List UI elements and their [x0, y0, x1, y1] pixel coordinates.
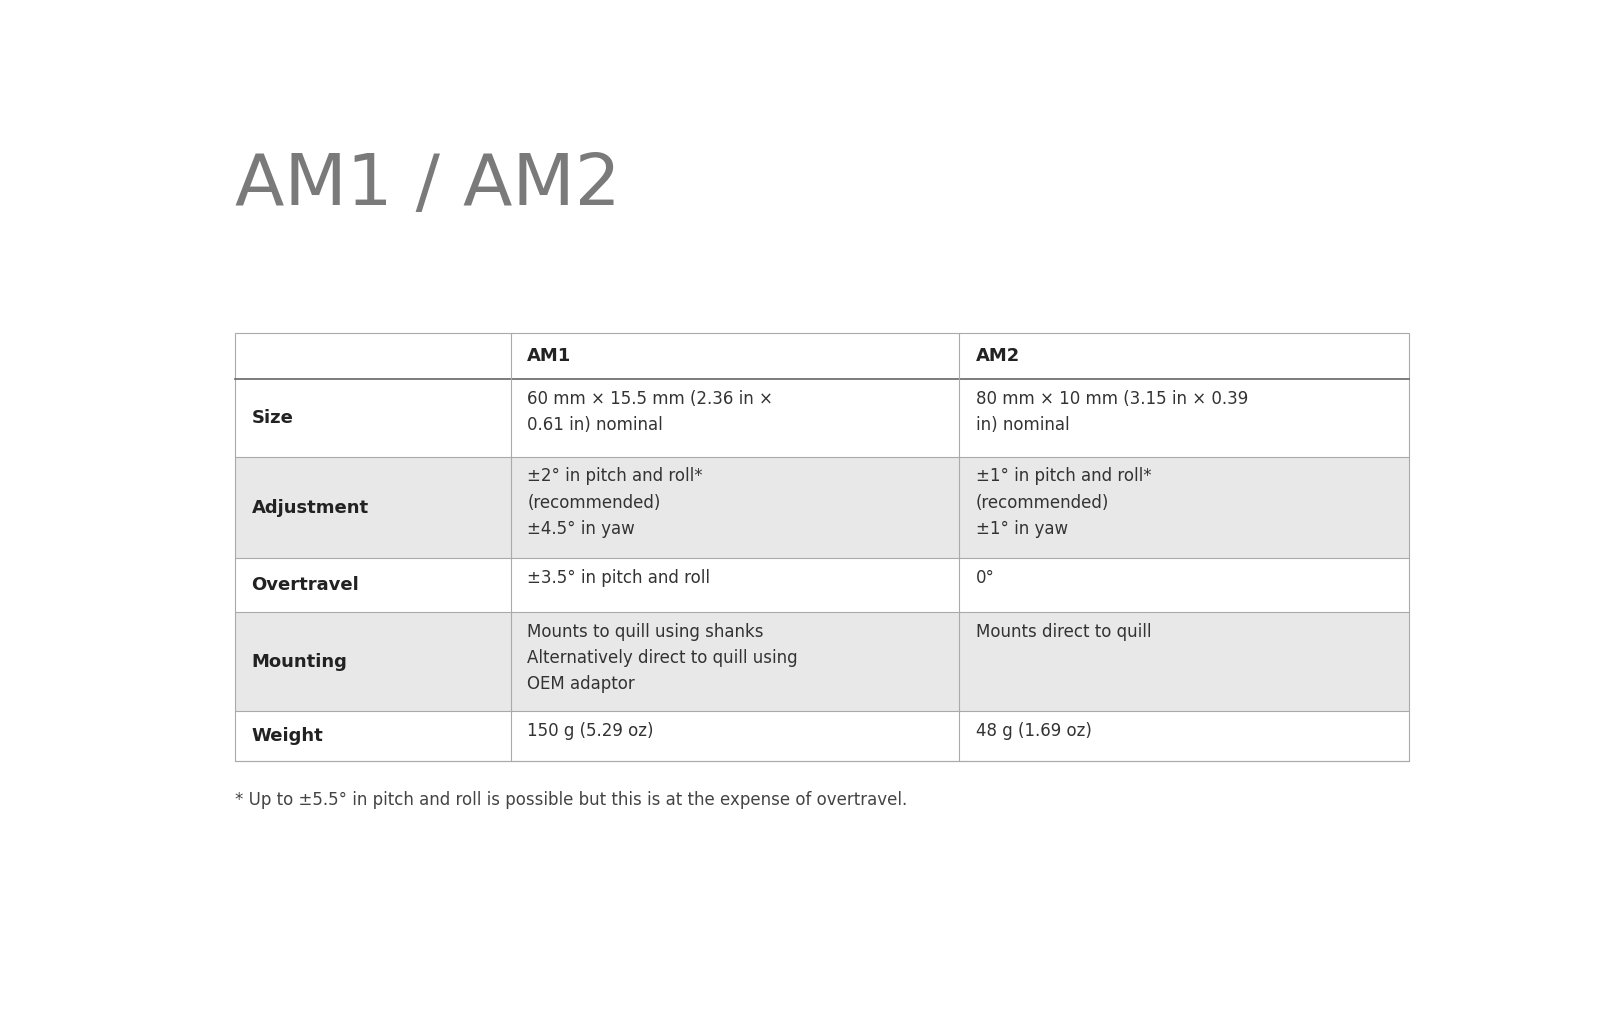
Bar: [236, 612, 1408, 711]
Text: Mounts direct to quill: Mounts direct to quill: [975, 623, 1152, 641]
Text: Mounting: Mounting: [252, 652, 348, 671]
Bar: [236, 333, 1408, 380]
Text: 80 mm × 10 mm (3.15 in × 0.39
in) nominal: 80 mm × 10 mm (3.15 in × 0.39 in) nomina…: [975, 390, 1248, 434]
Text: ±3.5° in pitch and roll: ±3.5° in pitch and roll: [528, 569, 711, 587]
Text: Size: Size: [252, 410, 294, 427]
Bar: [236, 711, 1408, 760]
Text: ±2° in pitch and roll*
(recommended)
±4.5° in yaw: ±2° in pitch and roll* (recommended) ±4.…: [528, 467, 703, 538]
Text: Overtravel: Overtravel: [252, 576, 359, 595]
Text: 48 g (1.69 oz): 48 g (1.69 oz): [975, 721, 1091, 740]
Bar: [236, 380, 1408, 457]
Text: 0°: 0°: [975, 569, 994, 587]
Bar: [236, 457, 1408, 559]
Text: AM1 / AM2: AM1 / AM2: [236, 151, 621, 220]
Bar: [236, 333, 1408, 760]
Bar: [236, 559, 1408, 612]
Text: Weight: Weight: [252, 726, 324, 745]
Text: 150 g (5.29 oz): 150 g (5.29 oz): [528, 721, 654, 740]
Text: * Up to ±5.5° in pitch and roll is possible but this is at the expense of overtr: * Up to ±5.5° in pitch and roll is possi…: [236, 790, 908, 809]
Text: AM1: AM1: [528, 348, 571, 365]
Text: 60 mm × 15.5 mm (2.36 in ×
0.61 in) nominal: 60 mm × 15.5 mm (2.36 in × 0.61 in) nomi…: [528, 390, 773, 434]
Text: ±1° in pitch and roll*
(recommended)
±1° in yaw: ±1° in pitch and roll* (recommended) ±1°…: [975, 467, 1152, 538]
Text: Adjustment: Adjustment: [252, 499, 369, 517]
Text: AM2: AM2: [975, 348, 1020, 365]
Text: Mounts to quill using shanks
Alternatively direct to quill using
OEM adaptor: Mounts to quill using shanks Alternative…: [528, 623, 797, 694]
